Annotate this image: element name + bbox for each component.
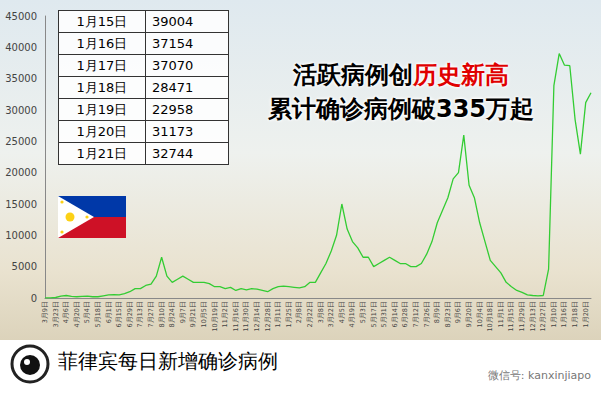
svg-text:20000: 20000 [5, 167, 37, 178]
svg-text:3月8日: 3月8日 [317, 301, 325, 323]
svg-text:12月27日: 12月27日 [539, 301, 547, 332]
html-text:37154: 37154 [152, 36, 194, 51]
svg-text:7月27日: 7月27日 [147, 301, 155, 327]
html-text:活跃病例创历史新高: 活跃病例创历史新高 [293, 61, 509, 89]
svg-text:1月11日: 1月11日 [274, 301, 282, 327]
svg-text:7月26日: 7月26日 [423, 301, 431, 327]
html-text:37070: 37070 [152, 58, 194, 73]
svg-text:10月4日: 10月4日 [476, 301, 484, 327]
html-text:28471: 28471 [152, 80, 194, 95]
svg-text:11月15日: 11月15日 [507, 301, 515, 332]
html-text:菲律宾每日新增确诊病例: 菲律宾每日新增确诊病例 [58, 349, 278, 373]
svg-text:40000: 40000 [5, 42, 37, 53]
svg-text:12月14日: 12月14日 [253, 301, 261, 332]
svg-text:10000: 10000 [5, 230, 37, 241]
svg-text:11月29日: 11月29日 [518, 301, 526, 332]
svg-text:3月23日: 3月23日 [52, 301, 60, 327]
svg-text:5000: 5000 [12, 261, 37, 272]
html-text:1月15日: 1月15日 [76, 13, 128, 29]
html-text:1月20日: 1月20日 [76, 123, 128, 139]
svg-text:9月20日: 9月20日 [465, 301, 473, 327]
svg-text:6月14日: 6月14日 [391, 301, 399, 327]
svg-text:10月18日: 10月18日 [486, 301, 494, 332]
svg-text:4月6日: 4月6日 [62, 301, 70, 323]
svg-text:6月15日: 6月15日 [115, 301, 123, 327]
svg-text:30000: 30000 [5, 105, 37, 116]
svg-text:25000: 25000 [5, 136, 37, 147]
svg-text:9月21日: 9月21日 [189, 301, 197, 327]
svg-text:10月5日: 10月5日 [200, 301, 208, 327]
html-text:1月21日: 1月21日 [76, 145, 128, 161]
svg-text:35000: 35000 [5, 73, 37, 84]
html-text:32744: 32744 [152, 146, 194, 161]
svg-text:2月8日: 2月8日 [295, 301, 303, 323]
svg-text:0: 0 [31, 293, 37, 304]
svg-text:7月13日: 7月13日 [136, 301, 144, 327]
svg-text:7月12日: 7月12日 [412, 301, 420, 327]
svg-text:6月1日: 6月1日 [105, 301, 113, 323]
svg-text:45000: 45000 [5, 11, 37, 22]
html-text:1月18日: 1月18日 [76, 79, 128, 95]
html-text:累计确诊病例破335万起: 累计确诊病例破335万起 [267, 95, 534, 123]
html-text:微信号: kanxinjiapo: 微信号: kanxinjiapo [487, 369, 591, 382]
svg-text:3月22日: 3月22日 [327, 301, 335, 327]
svg-text:15000: 15000 [5, 199, 37, 210]
html-text:1月17日: 1月17日 [76, 57, 128, 73]
html-text:22958: 22958 [152, 102, 194, 117]
svg-text:3月9日: 3月9日 [41, 301, 49, 323]
html-text:1月19日: 1月19日 [76, 101, 128, 117]
svg-text:5月18日: 5月18日 [94, 301, 102, 327]
svg-text:5月17日: 5月17日 [370, 301, 378, 327]
svg-text:5月4日: 5月4日 [83, 301, 91, 323]
svg-text:4月19日: 4月19日 [348, 301, 356, 327]
svg-text:12月13日: 12月13日 [529, 301, 537, 332]
svg-text:10月19日: 10月19日 [211, 301, 219, 332]
svg-text:1月10日: 1月10日 [550, 301, 558, 327]
svg-text:9月7日: 9月7日 [179, 301, 187, 323]
svg-text:9月6日: 9月6日 [454, 301, 462, 323]
svg-text:1月20日: 1月20日 [582, 301, 590, 327]
html-text:31173: 31173 [152, 124, 194, 139]
svg-text:11月16日: 11月16日 [232, 301, 240, 332]
svg-text:6月29日: 6月29日 [126, 301, 134, 327]
svg-text:8月24日: 8月24日 [168, 301, 176, 327]
svg-text:2月22日: 2月22日 [306, 301, 314, 327]
svg-text:1月25日: 1月25日 [285, 301, 293, 327]
svg-text:1月16日: 1月16日 [560, 301, 568, 327]
html-text:39004: 39004 [152, 14, 194, 29]
svg-text:8月23日: 8月23日 [444, 301, 452, 327]
svg-text:6月28日: 6月28日 [401, 301, 409, 327]
svg-text:4月5日: 4月5日 [338, 301, 346, 323]
svg-text:11月2日: 11月2日 [221, 301, 229, 327]
svg-text:5月3日: 5月3日 [359, 301, 367, 323]
svg-text:5月31日: 5月31日 [380, 301, 388, 327]
svg-text:8月10日: 8月10日 [158, 301, 166, 327]
svg-text:4月20日: 4月20日 [73, 301, 81, 327]
svg-text:1月18日: 1月18日 [571, 301, 579, 327]
html-text:1月16日: 1月16日 [76, 35, 128, 51]
svg-text:11月30日: 11月30日 [242, 301, 250, 332]
svg-text:8月9日: 8月9日 [433, 301, 441, 323]
svg-text:12月28日: 12月28日 [264, 301, 272, 332]
svg-text:11月1日: 11月1日 [497, 301, 505, 327]
